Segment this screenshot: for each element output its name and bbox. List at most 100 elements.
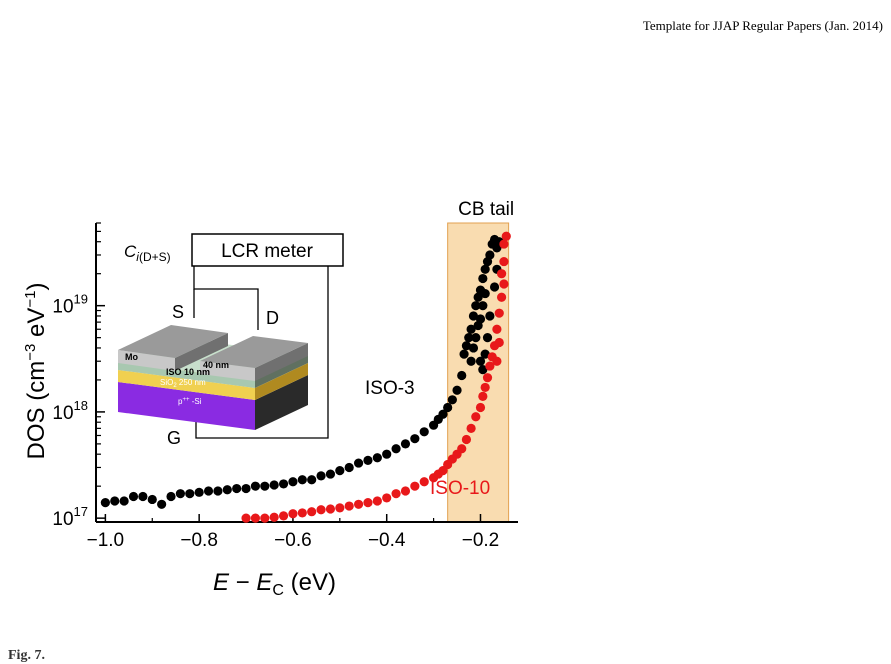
y-tick-label: 1018 [52,398,88,424]
data-point [485,361,495,371]
data-point [344,501,354,511]
data-point [471,333,481,343]
data-point [372,496,382,506]
data-point [325,504,336,514]
data-point [400,486,411,496]
data-point [269,480,279,490]
data-point [457,444,467,454]
x-tick-label: −0.4 [368,530,406,551]
mo-label: Mo [125,352,138,362]
data-point [466,324,476,334]
page-header: Template for JJAP Regular Papers (Jan. 2… [642,18,883,33]
data-point [499,256,509,267]
iso-layer-side [255,355,308,388]
source-top [118,325,228,358]
substrate-label: p++ -Si [178,397,202,406]
data-point [400,439,411,449]
data-point [485,311,495,321]
data-point [194,487,204,497]
data-point [353,458,364,468]
data-point [175,489,185,499]
data-point [382,449,392,459]
data-point [222,485,232,495]
drain-side [255,343,308,381]
substrate-side [255,375,308,430]
data-point [480,349,490,359]
data-point [297,508,307,518]
data-point [166,491,176,502]
data-point [382,493,392,503]
data-point [410,481,420,491]
data-point [475,402,486,413]
data-point [478,273,488,284]
data-point [335,503,345,513]
data-point [297,475,307,485]
data-point [478,391,488,401]
data-point [496,269,507,279]
gate-wire [195,266,329,439]
data-point [260,513,270,523]
data-point [482,333,493,343]
data-point [250,513,261,523]
data-point [466,423,476,433]
lcr-meter-label: LCR meter [221,241,314,262]
data-point [492,324,502,334]
data-point [391,489,401,499]
data-point [480,382,490,393]
gate-terminal-label: G [167,428,181,448]
mo-thickness-label: 40 nm [203,360,229,370]
data-point [419,427,429,437]
data-point [363,498,373,508]
iso-layer-label: ISO 10 nm [166,367,210,377]
drain-top [200,336,308,368]
figure-caption: Fig. 7. [8,648,45,663]
data-point [307,475,317,485]
data-point [335,466,345,476]
drain-wire [193,266,259,330]
data-point [185,489,195,499]
data-point [410,434,420,444]
drain-terminal-label: D [266,308,279,328]
data-point [466,356,476,366]
data-point [372,453,382,463]
data-point [489,282,500,292]
iso-layer-front [118,362,255,388]
data-point [443,402,453,413]
data-point [452,385,462,395]
data-point [461,434,472,445]
data-point [457,370,467,381]
data-point [128,491,139,502]
data-point [147,494,157,505]
substrate-front [118,382,255,430]
data-point [480,288,490,299]
data-point [471,412,481,422]
data-point [468,343,479,353]
data-point [478,365,488,375]
data-point [419,477,429,487]
data-point [138,491,148,502]
data-point [203,486,214,496]
data-point [100,498,110,508]
data-point [344,462,354,473]
data-point [438,409,448,419]
data-point [316,505,326,515]
data-point [307,507,317,517]
data-point [325,469,336,479]
data-point [316,471,326,481]
data-point [250,481,261,491]
x-tick-label: −1.0 [87,530,125,551]
data-point [471,301,481,311]
data-point [391,444,401,454]
data-point [492,356,502,366]
x-tick-label: −0.6 [274,530,312,551]
data-point [473,292,483,302]
source-terminal-label: S [172,302,184,322]
data-point [501,231,511,241]
data-point [288,477,298,487]
oxide-front [118,370,255,400]
device-schematic-inset: LCR meter Ci(D+S) Mo 40 nm ISO 10 nm Si [118,233,344,448]
data-point [499,239,509,249]
data-point [241,513,251,523]
drain-front [200,361,255,381]
y-axis-title: DOS (cm−3 eV−1) [22,283,50,460]
